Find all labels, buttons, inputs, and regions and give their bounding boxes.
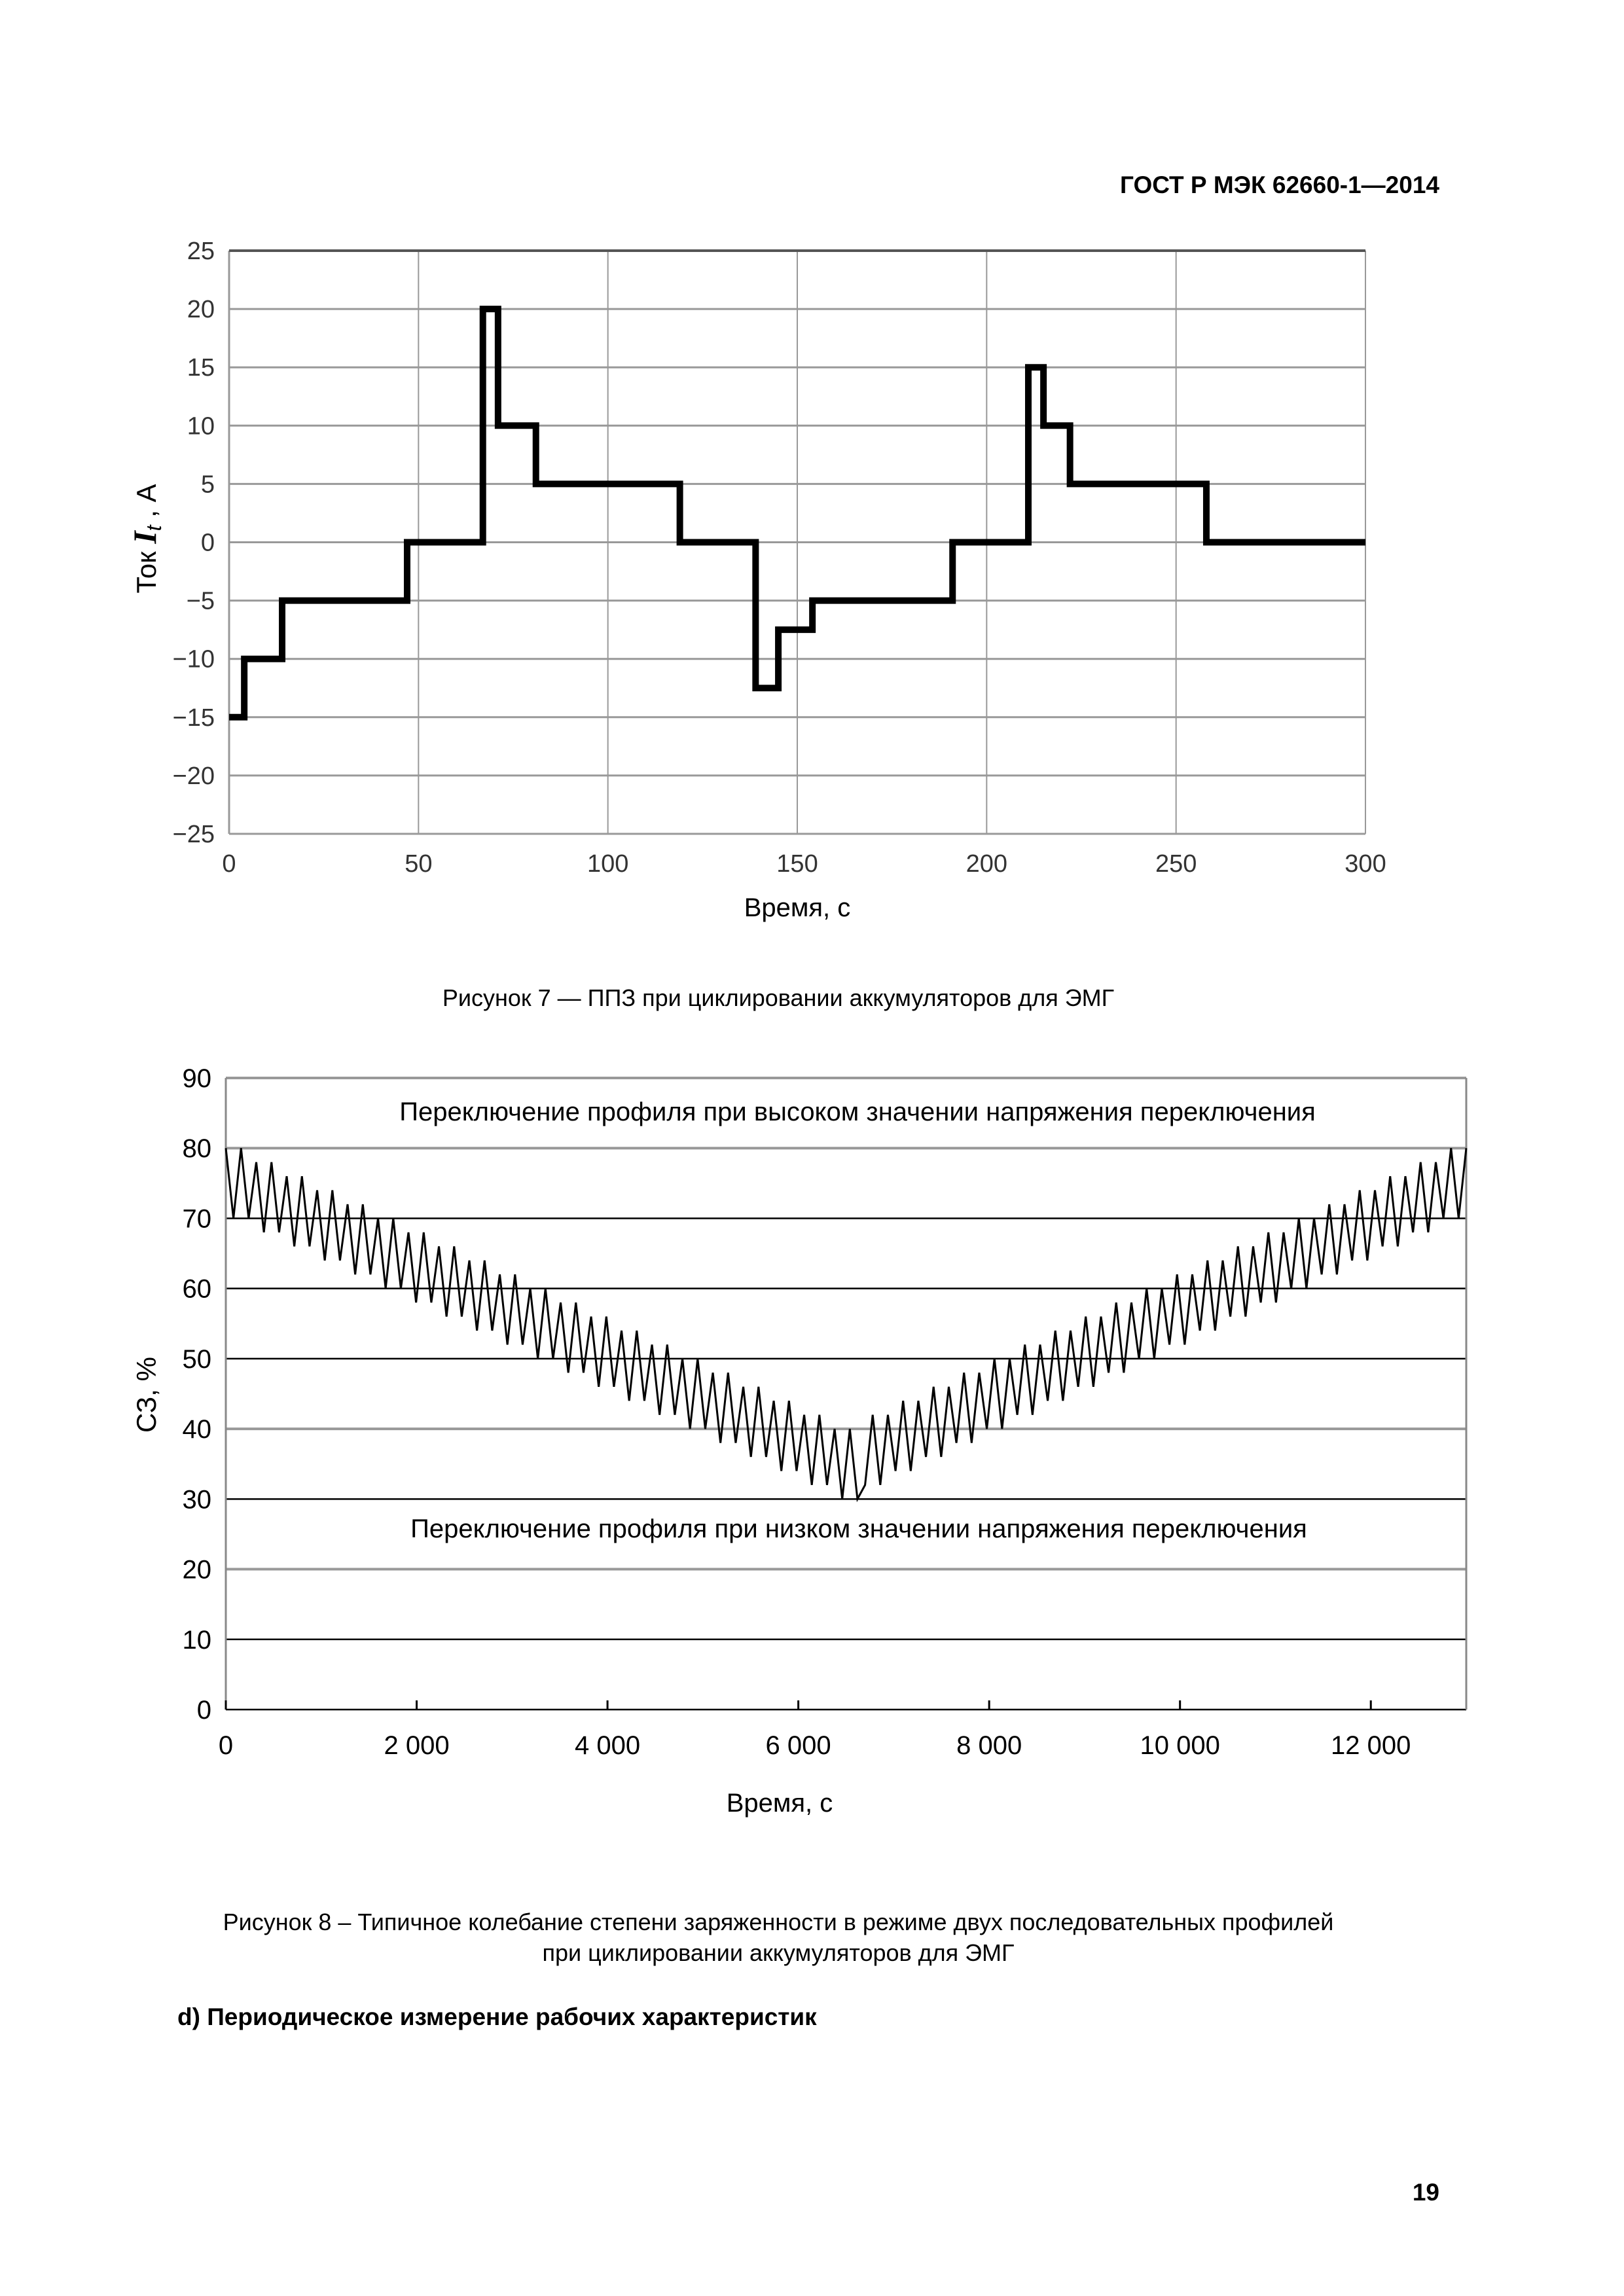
- chart2-grid: [225, 1077, 1468, 1711]
- annotation-high: Переключение профиля при высоком значени…: [399, 1098, 1316, 1126]
- chart2-ytick: 10: [183, 1626, 212, 1655]
- chart1-ylabel: Ток It , А: [126, 484, 166, 593]
- chart2-xtick: 4 000: [575, 1731, 640, 1760]
- chart2-ytick: 50: [183, 1345, 212, 1374]
- figure8-caption-line1: Рисунок 8 – Типичное колебание степени з…: [223, 1909, 1334, 1935]
- chart2-ytick: 70: [183, 1204, 212, 1233]
- standard-header: ГОСТ Р МЭК 62660-1—2014: [1120, 171, 1439, 198]
- chart1-current-line: [229, 306, 1365, 721]
- chart2-ytick: 80: [183, 1134, 212, 1163]
- chart1-ytick: −20: [173, 762, 215, 790]
- chart1-ytick: 10: [187, 412, 215, 440]
- chart2-ytick: 60: [183, 1275, 212, 1304]
- chart1-ytick: −15: [173, 704, 215, 732]
- section-heading: d) Периодическое измерение рабочих харак…: [177, 2003, 817, 2030]
- chart2-xtick: 10 000: [1140, 1731, 1220, 1760]
- figure8-caption-line2: при циклировании аккумуляторов для ЭМГ: [542, 1939, 1014, 1966]
- chart2-ytick: 0: [197, 1696, 211, 1725]
- chart2-xtick: 12 000: [1331, 1731, 1411, 1760]
- chart1-ytick: 5: [201, 471, 215, 498]
- chart1-ytick: 25: [187, 238, 215, 265]
- chart2-xtick: 2 000: [384, 1731, 449, 1760]
- figure7-caption: Рисунок 7 — ППЗ при циклировании аккумул…: [442, 984, 1114, 1011]
- chart2-xlabel: Время, с: [727, 1789, 833, 1818]
- ylabel-suffix: , А: [131, 484, 162, 525]
- annotation-low: Переключение профиля при низком значении…: [410, 1515, 1307, 1543]
- ylabel-sub: t: [142, 524, 166, 531]
- chart2-ytick: 40: [183, 1415, 212, 1444]
- chart1-xtick: 100: [587, 850, 628, 878]
- figure8-chart: 90 80 70 60 50 40 30 20 10 00 2 000 4 000 6 000 8 000…: [131, 1064, 1468, 1818]
- chart1-ticks: 0 50 100 150 200 250 3002520151050−5−10−15−20−…: [173, 238, 1386, 878]
- page-number: 19: [1413, 2179, 1439, 2206]
- chart1-ytick: −25: [173, 821, 215, 848]
- chart1-xtick: 150: [776, 850, 818, 878]
- chart2-xtick: 0: [219, 1731, 233, 1760]
- chart2-ytick: 90: [183, 1064, 212, 1093]
- chart1-xtick: 0: [222, 850, 236, 878]
- ylabel-prefix: Ток: [131, 544, 162, 594]
- chart1-ytick: −10: [173, 646, 215, 673]
- chart2-ticks: 90 80 70 60 50 40 30 20 10 00 2 000 4 000 6 000 8 000…: [183, 1064, 1411, 1760]
- chart1-ytick: 15: [187, 354, 215, 382]
- chart1-xtick: 50: [405, 850, 432, 878]
- chart1-ytick: −5: [187, 588, 215, 615]
- chart1-grid: [228, 249, 1366, 835]
- chart1-ytick: 20: [187, 296, 215, 323]
- chart2-xtick: 6 000: [766, 1731, 831, 1760]
- chart1-xtick: 250: [1155, 850, 1197, 878]
- chart2-ylabel: СЗ, %: [131, 1357, 162, 1433]
- chart1-ytick: 0: [201, 529, 215, 557]
- chart2-ytick: 30: [183, 1485, 212, 1514]
- chart1-xtick: 300: [1344, 850, 1386, 878]
- chart2-ytick: 20: [183, 1556, 212, 1585]
- chart2-soc-line: [225, 1148, 1468, 1503]
- ylabel-symbol: I: [126, 530, 163, 545]
- chart2-xtick: 8 000: [956, 1731, 1022, 1760]
- figure7-chart: 0 50 100 150 200 250 3002520151050−5−10−15−20−…: [126, 238, 1386, 922]
- chart1-xtick: 200: [966, 850, 1007, 878]
- chart1-xlabel: Время, с: [744, 893, 851, 922]
